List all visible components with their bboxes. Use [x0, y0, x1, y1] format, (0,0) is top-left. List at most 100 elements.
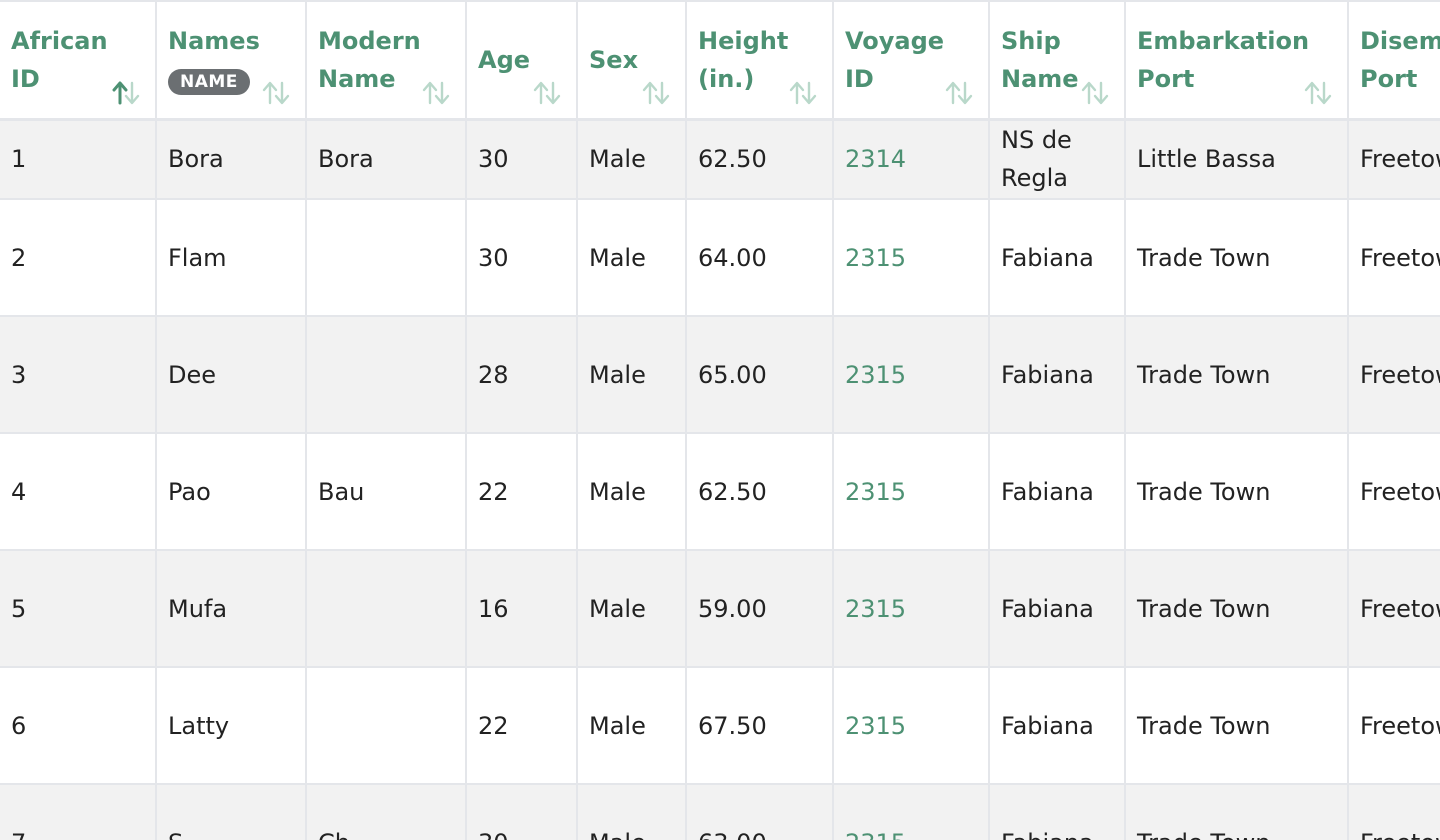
header-row: African ID Names NAME Modern Name Age Sex Heig…: [0, 0, 1440, 121]
cell-sex: Male: [577, 667, 687, 785]
cell-voyage-id: 2315: [833, 316, 990, 434]
cell-ship-name: Fabiana: [989, 667, 1126, 785]
cell-names: Flam: [156, 199, 307, 317]
cell-voyage-id: 2314: [833, 119, 990, 200]
cell-modern-name: Bau: [306, 433, 467, 551]
column-header-label: Sex: [589, 45, 639, 74]
cell-modern-name: [306, 667, 467, 785]
column-header-age[interactable]: Age: [466, 0, 578, 121]
cell-modern-name: Ch: [306, 784, 467, 840]
voyage-id-link[interactable]: 2315: [845, 477, 907, 506]
cell-embarkation-port: Trade Town: [1125, 433, 1349, 551]
column-header-label: Height (in.): [698, 26, 789, 93]
cell-names: Mufa: [156, 550, 307, 668]
cell-age: 30: [466, 784, 578, 840]
cell-ship-name: Fabiana: [989, 550, 1126, 668]
cell-height: 62.50: [686, 119, 834, 200]
column-header-label: Voyage ID: [845, 26, 945, 93]
cell-african-id: 2: [0, 199, 157, 317]
cell-african-id: 1: [0, 119, 157, 200]
cell-height: 63.00: [686, 784, 834, 840]
column-header-african-id[interactable]: African ID: [0, 0, 157, 121]
table-header: African ID Names NAME Modern Name Age Sex Heig…: [0, 0, 1440, 121]
cell-age: 16: [466, 550, 578, 668]
column-header-label: Modern Name: [318, 26, 421, 93]
column-header-label: Ship Name: [1001, 26, 1079, 93]
cell-age: 30: [466, 199, 578, 317]
cell-sex: Male: [577, 433, 687, 551]
cell-sex: Male: [577, 784, 687, 840]
cell-ship-name: Fabiana: [989, 316, 1126, 434]
cell-sex: Male: [577, 550, 687, 668]
cell-ship-name: Fabiana: [989, 784, 1126, 840]
cell-embarkation-port: Trade Town: [1125, 550, 1349, 668]
table-row[interactable]: 1 Bora Bora 30 Male 62.50 2314 NS de Regla Littl…: [0, 119, 1440, 200]
cell-voyage-id: 2315: [833, 550, 990, 668]
cell-voyage-id: 2315: [833, 667, 990, 785]
cell-sex: Male: [577, 119, 687, 200]
voyage-id-link[interactable]: 2315: [845, 711, 907, 740]
cell-sex: Male: [577, 316, 687, 434]
cell-modern-name: [306, 550, 467, 668]
column-header-voyage-id[interactable]: Voyage ID: [833, 0, 990, 121]
voyage-id-link[interactable]: 2315: [845, 594, 907, 623]
sort-arrows-icon[interactable]: [261, 80, 291, 106]
voyage-id-link[interactable]: 2315: [845, 829, 906, 840]
sort-arrows-icon[interactable]: [1080, 80, 1110, 106]
table-row[interactable]: 4 Pao Bau 22 Male 62.50 2315 Fabiana Trade Town F…: [0, 433, 1440, 551]
sort-arrows-icon[interactable]: [532, 80, 562, 106]
cell-age: 22: [466, 667, 578, 785]
column-header-sex[interactable]: Sex: [577, 0, 687, 121]
voyage-id-link[interactable]: 2315: [845, 243, 907, 272]
cell-disembarkation-port: Freetown: [1348, 550, 1440, 668]
cell-african-id: 4: [0, 433, 157, 551]
column-header-ship-name[interactable]: Ship Name: [989, 0, 1126, 121]
sort-arrows-icon[interactable]: [1303, 80, 1333, 106]
cell-sex: Male: [577, 199, 687, 317]
cell-age: 22: [466, 433, 578, 551]
cell-embarkation-port: Trade Town: [1125, 667, 1349, 785]
cell-modern-name: [306, 316, 467, 434]
column-header-modern-name[interactable]: Modern Name: [306, 0, 467, 121]
table-row[interactable]: 6 Latty 22 Male 67.50 2315 Fabiana Trade Town Fr…: [0, 667, 1440, 785]
cell-disembarkation-port: Freetown: [1348, 119, 1440, 200]
column-header-label: Embarkation Port: [1137, 26, 1310, 93]
column-header-label: Disembarkation Port: [1360, 26, 1440, 93]
cell-modern-name: [306, 199, 467, 317]
cell-african-id: 6: [0, 667, 157, 785]
column-header-height[interactable]: Height (in.): [686, 0, 834, 121]
cell-voyage-id: 2315: [833, 784, 990, 840]
table-row[interactable]: 2 Flam 30 Male 64.00 2315 Fabiana Trade Town Fre…: [0, 199, 1440, 317]
column-header-label: Names: [168, 26, 260, 55]
cell-embarkation-port: Trade Town: [1125, 199, 1349, 317]
sort-arrows-icon[interactable]: [421, 80, 451, 106]
cell-disembarkation-port: Freetown: [1348, 316, 1440, 434]
voyage-id-link[interactable]: 2315: [845, 360, 907, 389]
column-header-disembarkation-port[interactable]: Disembarkation Port: [1348, 0, 1440, 121]
sort-arrows-icon[interactable]: [788, 80, 818, 106]
column-header-embarkation-port[interactable]: Embarkation Port: [1125, 0, 1349, 121]
cell-ship-name: Fabiana: [989, 433, 1126, 551]
cell-height: 67.50: [686, 667, 834, 785]
table-row[interactable]: 5 Mufa 16 Male 59.00 2315 Fabiana Trade Town Fre…: [0, 550, 1440, 668]
cell-embarkation-port: Trade Town: [1125, 784, 1349, 840]
cell-disembarkation-port: Freetown: [1348, 784, 1440, 840]
column-header-names[interactable]: Names NAME: [156, 0, 307, 121]
cell-names: S: [156, 784, 307, 840]
cell-african-id: 5: [0, 550, 157, 668]
cell-age: 28: [466, 316, 578, 434]
table-row[interactable]: 3 Dee 28 Male 65.00 2315 Fabiana Trade Town Free…: [0, 316, 1440, 434]
name-type-badge: NAME: [168, 68, 250, 95]
cell-age: 30: [466, 119, 578, 200]
cell-names: Dee: [156, 316, 307, 434]
voyage-id-link[interactable]: 2314: [845, 145, 907, 174]
sort-arrows-icon[interactable]: [641, 80, 671, 106]
sort-arrows-icon[interactable]: [944, 80, 974, 106]
cell-names: Bora: [156, 119, 307, 200]
cell-african-id: 7: [0, 784, 157, 840]
sort-ascending-icon[interactable]: [111, 80, 141, 106]
cell-embarkation-port: Trade Town: [1125, 316, 1349, 434]
table-body: 1 Bora Bora 30 Male 62.50 2314 NS de Regla Littl…: [0, 119, 1440, 840]
